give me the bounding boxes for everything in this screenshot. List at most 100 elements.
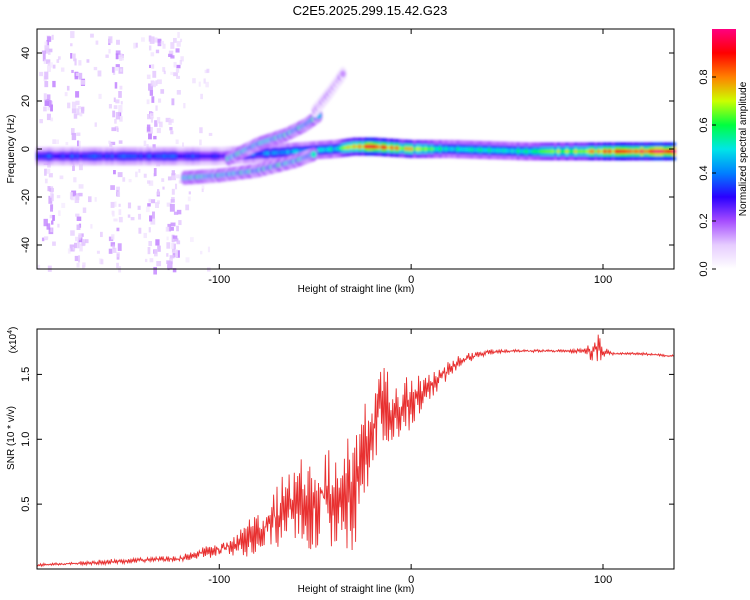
spectrogram-noise-cell [143,232,147,239]
snr-axes: -100 0 100 0.5 1.0 1.5 [20,328,675,586]
snr-series-line [36,334,674,568]
spectrogram-noise-cell [113,97,116,103]
colorbar: 0.0 0.2 0.4 0.6 0.8 Normalized spectral ampl… [698,29,749,277]
spectrogram-noise-cell [119,68,123,72]
spectrogram-noise-cell [44,45,50,52]
spectrogram-band-core [585,149,590,154]
spectrogram-noise-cell [108,49,111,54]
spectrogram-noise-cell [37,264,41,269]
spectrogram-noise-cell [113,105,118,110]
spectrogram-noise-cell [60,67,65,72]
spectrogram-band-core [453,147,458,152]
spectrogram-band-core [594,149,599,154]
spectrogram-band-core [415,147,420,151]
colorbar-tick-label: 0.2 [698,213,710,228]
spectrogram-noise-cell [80,79,86,85]
spectrogram-noise-cell [94,122,97,127]
spectrogram-band-core [67,154,72,159]
spectrogram-noise-cell [90,224,93,229]
spectrogram-noise-cell [174,183,178,190]
spectrogram-noise-cell [82,262,86,268]
colorbar-tick-label: 0.8 [698,69,710,84]
spectrogram-noise-cell [175,48,180,53]
spectrogram-noise-cell [169,258,173,265]
spectrogram-noise-cell [59,175,64,180]
snr-line-layer [36,334,674,568]
spectrogram-noise-cell [46,39,50,46]
spectrogram-noise-cell [180,56,184,62]
spectrogram-noise-cell [148,132,152,140]
spectrogram-noise-cell [149,215,153,222]
spectrogram-noise-cell [153,266,157,275]
spectrogram-noise-cell [163,70,166,75]
spectrogram-band-core [197,154,202,159]
spectrogram-band-core [102,154,107,159]
spectrogram-noise-cell [121,55,124,61]
spectrogram-band-core [182,154,187,159]
spectrogram-band-core [398,146,403,151]
spectrogram-noise-cell [152,81,156,86]
spectrogram-noise-cell [119,56,123,62]
spectrogram-noise-cell [75,236,80,242]
spectrogram-noise-cell [50,117,54,122]
spectrogram-noise-cell [78,234,81,241]
spectrogram-y-tick-label: -40 [20,237,32,253]
spectrogram-noise-cell [47,102,50,111]
colorbar-label: Normalized spectral amplitude [738,81,749,216]
spectrogram-noise-cell [147,114,152,120]
spectrogram-band-core [274,150,279,155]
spectrogram-band-core [519,149,524,154]
spectrogram-noise-cell [116,39,120,45]
spectrogram-noise-cell [114,201,117,207]
spectrogram-band-core [479,147,484,152]
spectrogram-noise-cell [118,209,122,216]
spectrogram-noise-cell [141,37,145,42]
spectrogram-noise-cell [77,106,81,110]
spectrogram-band-core [565,149,570,154]
spectrogram-band-core [473,147,478,152]
spectrogram-noise-cell [146,144,149,149]
spectrogram-band-core [418,147,423,151]
spectrogram-noise-cell [74,195,80,204]
spectrogram-band-core [156,154,161,159]
spectrogram-band-core [444,147,449,151]
spectrogram-noise-cell [116,191,121,197]
spectrogram-noise-cell [208,132,213,136]
spectrogram-noise-cell [65,141,69,146]
spectrogram-noise-cell [175,68,180,73]
spectrogram-band-core [608,149,613,154]
spectrogram-noise-cell [165,226,170,232]
spectrogram-band-core [651,149,656,154]
spectrogram-branch-core [339,70,346,78]
spectrogram-band-core [404,146,409,151]
spectrogram-noise-cell [44,41,48,46]
spectrogram-band-core [600,149,605,154]
spectrogram-noise-cell [73,113,78,119]
spectrogram-noise-cell [173,72,178,77]
spectrogram-band-core [286,149,291,154]
spectrogram-noise-cell [52,64,56,69]
snr-scale-exponent: 4 [7,330,14,334]
spectrogram-band-core [525,149,530,154]
spectrogram-noise-cell [105,54,109,58]
svg-text:(x104): (x104) [7,327,19,354]
spectrogram-band-core [153,154,158,159]
spectrogram-noise-cell [112,247,117,253]
spectrogram-noise-cell [100,231,103,238]
spectrogram-noise-cell [50,104,53,112]
spectrogram-band-core [433,147,438,151]
spectrogram-noise-cell [173,211,179,215]
spectrogram-noise-cell [188,191,191,195]
spectrogram-noise-cell [114,126,119,131]
spectrogram-noise-cell [158,98,162,103]
spectrogram-noise-cell [43,218,48,227]
spectrogram-band-core [346,145,351,150]
spectrogram-noise-cell [157,39,162,43]
spectrogram-band-core [542,149,547,154]
spectrogram-noise-cell [75,91,80,98]
spectrogram-x-tick-label: 100 [594,274,612,286]
spectrogram-band-core [364,144,369,149]
figure-title: C2E5.2025.299.15.42.G23 [293,3,448,18]
spectrogram-noise-cell [155,202,159,208]
spectrogram-noise-cell [110,242,116,247]
